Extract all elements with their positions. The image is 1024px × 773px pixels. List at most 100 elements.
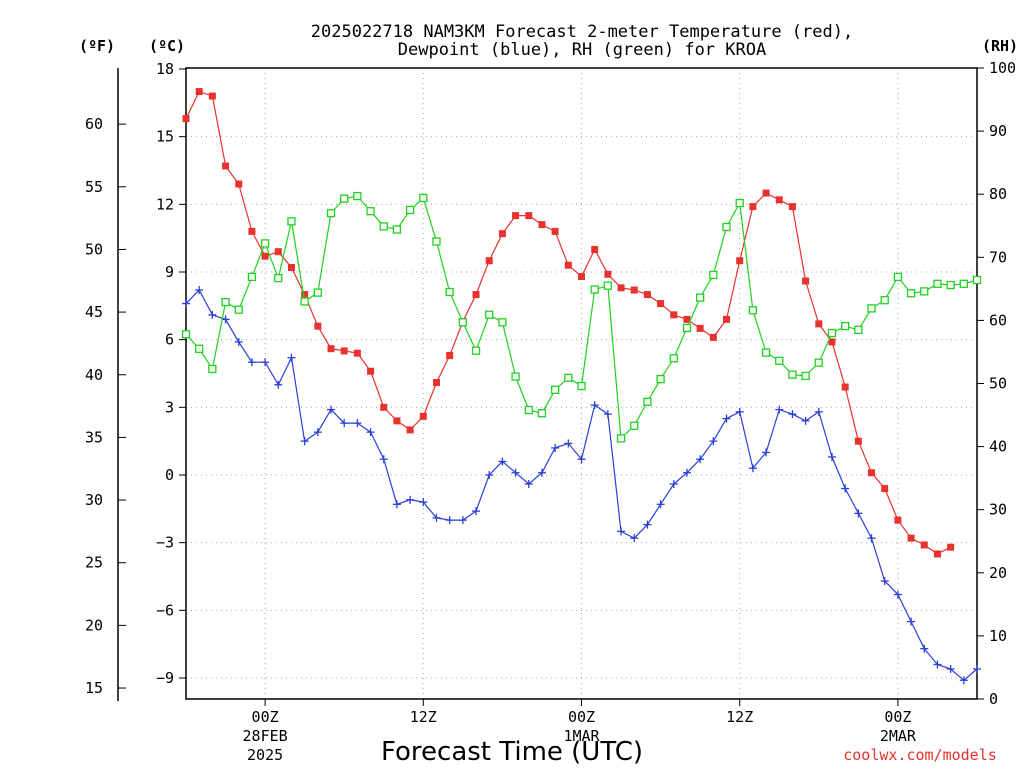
dewpoint-point [392,500,401,509]
dewpoint-point [261,358,270,367]
celsius-tick-label: 12 [156,195,174,213]
dewpoint-point [458,516,467,525]
rh-tick-label: 40 [989,438,1007,456]
rh-unit-label: (RH) [982,37,1018,55]
fahrenheit-tick-label: 30 [85,491,103,509]
dewpoint-point [669,480,678,489]
dewpoint-point [722,414,731,423]
dewpoint-point [195,286,204,295]
temperature-point [762,189,770,197]
dewpoint-point [735,407,744,416]
fahrenheit-tick-label: 50 [85,240,103,258]
temperature-point [393,417,401,425]
rh-point [880,296,889,305]
rh-point [405,205,415,215]
fahrenheit-tick-label: 60 [85,115,103,133]
temperature-point [604,270,612,278]
rh-tick-label: 30 [989,501,1007,519]
dewpoint-point [603,410,612,419]
celsius-tick-label: 18 [156,60,174,78]
temperature-point [538,221,546,229]
temperature-point [881,485,889,493]
x-axis-label: Forecast Time (UTC) [381,737,643,767]
rh-point [287,217,296,226]
dewpoint-point [379,455,388,464]
dewpoint-point [775,405,784,414]
dewpoint-point [854,509,863,518]
rh-point [709,270,718,280]
dewpoint-point [893,590,902,599]
rh-point [682,323,692,333]
celsius-tick-label: 15 [156,128,174,146]
rh-point [577,381,586,391]
celsius-tick-label: −9 [156,669,174,687]
temperature-point [749,203,757,211]
temperature-point [657,300,665,308]
rh-point [485,310,494,319]
dewpoint-point [485,471,494,479]
dewpoint-point [327,405,336,414]
dewpoint-point [907,617,916,626]
temperature-point [432,379,440,387]
rh-point [524,405,533,415]
temperature-point [419,412,427,420]
rh-point [801,371,810,381]
x-tick-date: 2MAR [880,727,917,745]
rh-point [696,293,705,302]
temperature-point [235,180,243,188]
dewpoint-point [933,660,942,669]
rh-point [471,346,481,355]
dewpoint-point [472,507,481,516]
temperature-point [472,291,480,299]
rh-point [933,279,942,288]
x-tick-label: 12Z [410,708,437,726]
dewpoint-point [366,428,375,437]
temperature-point [591,245,599,253]
series-filled-square [182,88,955,558]
series-open-square [181,191,982,443]
dewpoint-point [340,419,349,428]
celsius-tick-label: 9 [165,263,174,281]
dewpoint-point [643,520,652,529]
rh-point [537,409,547,418]
fahrenheit-tick-label: 20 [85,616,103,634]
dewpoint-point [748,464,757,473]
rh-point [616,434,626,443]
rh-point [458,318,468,327]
rh-point [195,344,204,353]
temperature-point [525,212,533,220]
fahrenheit-tick-label: 40 [85,366,103,384]
rh-point [247,272,257,282]
dewpoint-point [498,457,507,466]
celsius-tick-label: −6 [156,601,174,619]
rh-point [748,306,758,315]
rh-point [511,372,520,381]
temperature-point [446,351,454,359]
rh-point [775,356,784,365]
rh-point [920,287,929,296]
temperature-point [353,349,361,357]
temperature-point [907,534,915,542]
rh-point [827,328,837,338]
rh-point [893,272,903,282]
temperature-point [301,291,309,299]
celsius-unit-label: (ºC) [149,37,185,55]
rh-point [603,281,613,290]
dewpoint-point [353,419,362,428]
dewpoint-point [920,644,929,653]
rh-point [432,237,441,246]
rh-tick-label: 60 [989,311,1007,329]
dewpoint-point [880,577,889,586]
dewpoint-point [274,380,283,389]
dewpoint-point [182,299,190,308]
dewpoint-point [801,416,810,425]
rh-point [221,297,230,307]
temperature-point [222,162,230,170]
rh-point [379,222,388,231]
temperature-point [802,277,810,285]
rh-point [260,239,270,248]
rh-point [392,225,402,234]
temperature-point [406,426,414,434]
celsius-tick-label: 0 [165,466,174,484]
x-tick-year: 2025 [247,746,283,764]
